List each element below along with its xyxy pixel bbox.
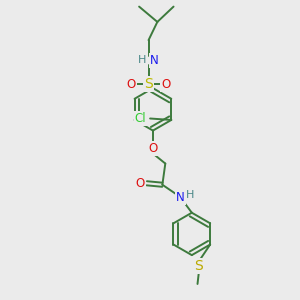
Text: O: O: [161, 78, 170, 91]
Text: O: O: [148, 142, 158, 155]
Text: N: N: [149, 54, 158, 67]
Text: H: H: [186, 190, 194, 200]
Text: O: O: [136, 177, 145, 190]
Text: N: N: [176, 190, 185, 204]
Text: O: O: [127, 78, 136, 91]
Text: S: S: [195, 259, 203, 273]
Text: S: S: [144, 77, 153, 91]
Text: H: H: [138, 55, 146, 65]
Text: Cl: Cl: [135, 112, 146, 125]
